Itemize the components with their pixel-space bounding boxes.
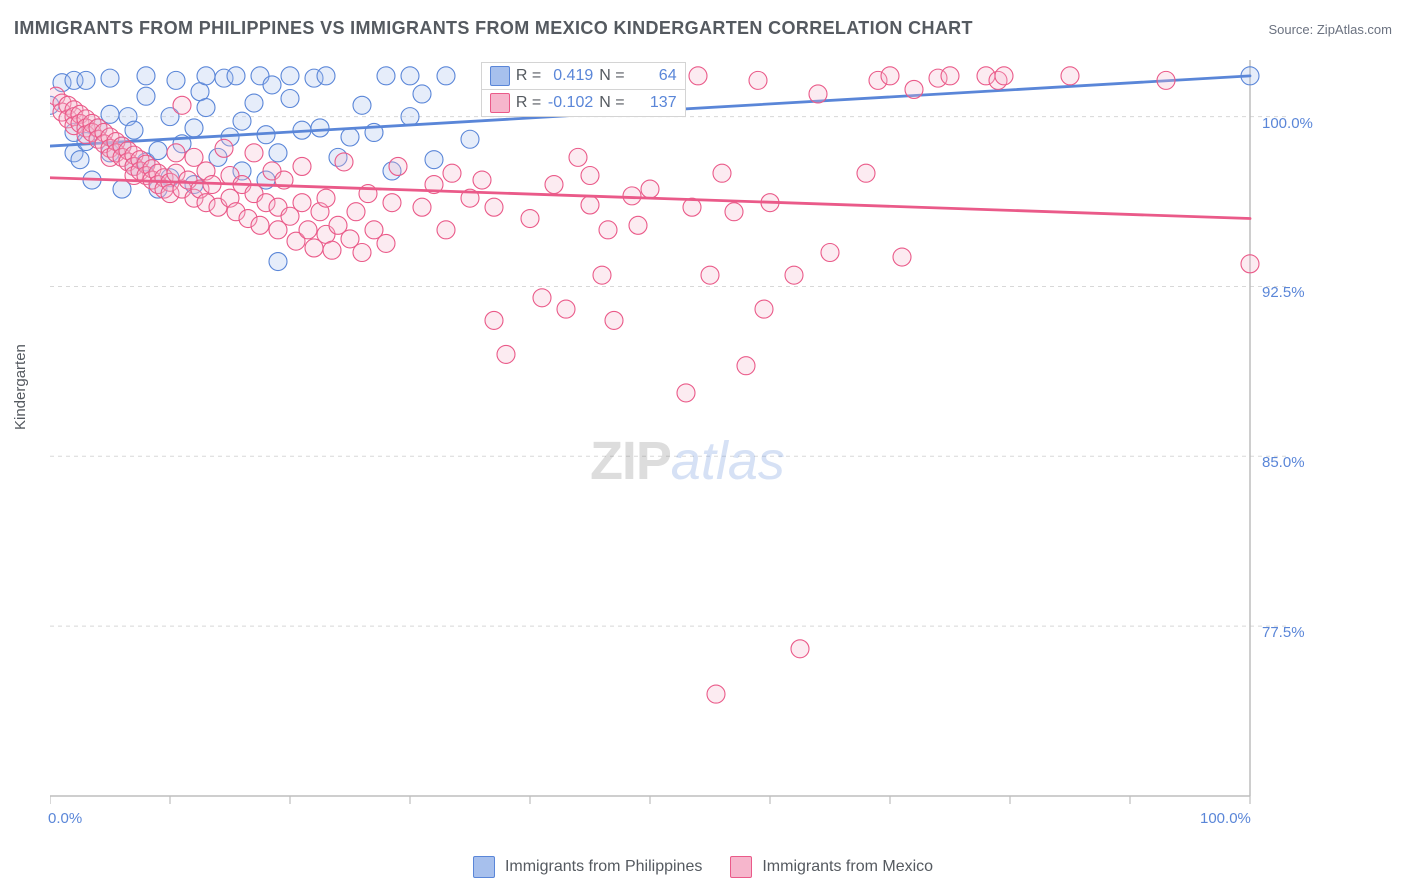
y-tick-label: 100.0% bbox=[1262, 115, 1313, 132]
legend-label-philippines: Immigrants from Philippines bbox=[505, 858, 702, 876]
source-name: ZipAtlas.com bbox=[1317, 22, 1392, 37]
chart-area: R = 0.419 N = 64 R = -0.102 N = 137 ZIPa… bbox=[50, 60, 1370, 820]
legend-swatch-mexico bbox=[730, 856, 752, 878]
legend-item-mexico: Immigrants from Mexico bbox=[730, 856, 933, 878]
r-value-mexico: -0.102 bbox=[547, 94, 593, 112]
x-tick-label: 100.0% bbox=[1200, 810, 1251, 827]
chart-title: IMMIGRANTS FROM PHILIPPINES VS IMMIGRANT… bbox=[14, 18, 973, 39]
legend-swatch-philippines bbox=[490, 66, 510, 86]
y-tick-label: 85.0% bbox=[1262, 454, 1305, 471]
r-value-philippines: 0.419 bbox=[547, 67, 593, 85]
y-tick-label: 92.5% bbox=[1262, 284, 1305, 301]
n-value-philippines: 64 bbox=[631, 67, 677, 85]
chart-source: Source: ZipAtlas.com bbox=[1268, 22, 1392, 37]
r-label: R = bbox=[516, 94, 541, 112]
correlation-row-mexico: R = -0.102 N = 137 bbox=[482, 90, 685, 116]
source-prefix: Source: bbox=[1268, 22, 1316, 37]
legend-label-mexico: Immigrants from Mexico bbox=[762, 858, 933, 876]
series-legend: Immigrants from Philippines Immigrants f… bbox=[0, 856, 1406, 878]
correlation-row-philippines: R = 0.419 N = 64 bbox=[482, 63, 685, 90]
legend-swatch-philippines bbox=[473, 856, 495, 878]
correlation-legend-box: R = 0.419 N = 64 R = -0.102 N = 137 bbox=[481, 62, 686, 117]
legend-swatch-mexico bbox=[490, 93, 510, 113]
x-tick-label: 0.0% bbox=[48, 810, 82, 827]
n-label: N = bbox=[599, 67, 624, 85]
legend-item-philippines: Immigrants from Philippines bbox=[473, 856, 702, 878]
n-value-mexico: 137 bbox=[631, 94, 677, 112]
r-label: R = bbox=[516, 67, 541, 85]
chart-svg bbox=[50, 60, 1370, 820]
y-tick-label: 77.5% bbox=[1262, 624, 1305, 641]
n-label: N = bbox=[599, 94, 624, 112]
y-axis-label: Kindergarten bbox=[12, 344, 29, 430]
